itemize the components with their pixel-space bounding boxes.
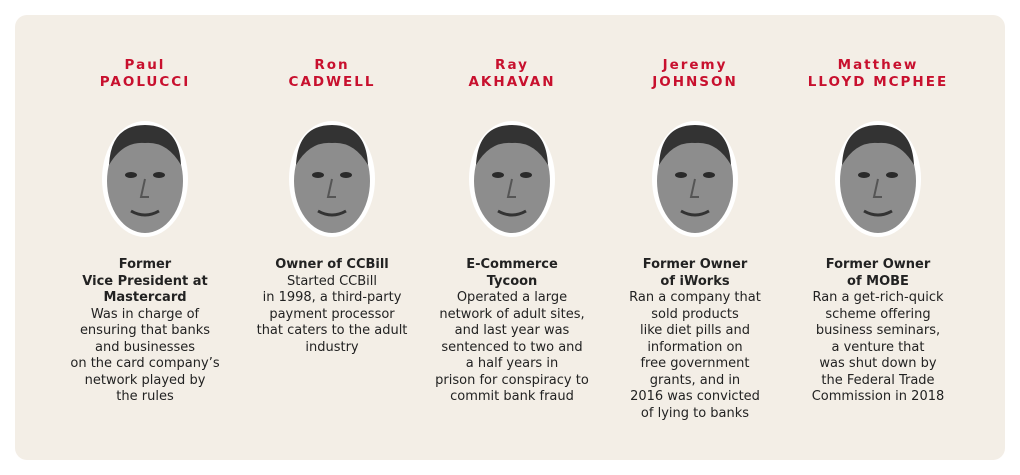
first-name: Jeremy xyxy=(662,57,728,73)
description-line: the Federal Trade xyxy=(821,372,935,388)
last-name: CADWELL xyxy=(288,74,376,90)
description: Operated a large network of adult sites, a… xyxy=(422,290,602,406)
description-line: Ran a company that xyxy=(629,290,761,305)
person-card: Jeremy JOHNSON Former Owner of iWorks Ran a … xyxy=(605,15,785,422)
role-title-line: of iWorks xyxy=(660,273,730,289)
description-line: was shut down by xyxy=(819,356,937,371)
role-title-line: Vice President at xyxy=(82,273,208,289)
role-title: Former Owner of iWorks xyxy=(605,257,785,290)
description: Was in charge of ensuring that banks and b… xyxy=(55,307,235,406)
description-line: industry xyxy=(305,339,359,355)
last-name: PAOLUCCI xyxy=(99,74,191,90)
portrait xyxy=(469,121,555,237)
description: Started CCBill in 1998, a third-party paym… xyxy=(242,274,422,357)
first-name: Ray xyxy=(495,57,529,73)
portrait xyxy=(652,121,738,237)
description-line: in 1998, a third-party xyxy=(262,290,402,305)
description: Ran a get-rich-quick scheme offering busin… xyxy=(788,290,968,406)
role-title-line: Former Owner xyxy=(825,257,931,272)
person-card: Paul PAOLUCCI Former Vice President at Maste… xyxy=(55,15,235,406)
description-line: prison for conspiracy to xyxy=(435,372,589,388)
description-line: sold products xyxy=(651,306,739,322)
description-line: Started CCBill xyxy=(286,273,378,289)
person-card: Matthew LLOYD MCPHEE Former Owner of MOBE Ra… xyxy=(788,15,968,406)
description-line: 2016 was convicted xyxy=(630,389,760,404)
description-line: Ran a get-rich-quick xyxy=(812,290,944,305)
role-title: E-Commerce Tycoon xyxy=(422,257,602,290)
description-line: information on xyxy=(647,339,743,355)
description-line: Operated a large xyxy=(456,290,568,305)
description-line: the rules xyxy=(116,389,174,404)
last-name: AKHAVAN xyxy=(468,74,556,90)
first-name: Ron xyxy=(314,57,350,73)
first-name: Matthew xyxy=(837,57,919,73)
role-title: Owner of CCBill xyxy=(242,257,422,274)
description-line: Was in charge of xyxy=(90,306,200,322)
description-line: grants, and in xyxy=(649,372,741,388)
description-line: of lying to banks xyxy=(640,405,750,421)
description-line: a venture that xyxy=(831,339,925,355)
description: Ran a company that sold products like diet… xyxy=(605,290,785,422)
description-line: scheme offering xyxy=(825,306,931,322)
portrait xyxy=(289,121,375,237)
description-line: on the card company’s xyxy=(70,356,220,371)
description-line: business seminars, xyxy=(815,323,941,338)
description-line: sentenced to two and xyxy=(441,339,583,355)
description-line: a half years in xyxy=(465,356,559,371)
description-line: network played by xyxy=(84,372,206,388)
description-line: that caters to the adult xyxy=(256,323,408,338)
description-line: commit bank fraud xyxy=(450,389,574,404)
person-card: Ron CADWELL Owner of CCBill Started CCBill i… xyxy=(242,15,422,356)
last-name: LLOYD MCPHEE xyxy=(807,74,949,90)
first-name: Paul xyxy=(124,57,166,73)
description-line: like diet pills and xyxy=(640,323,750,338)
role-title-line: E-Commerce xyxy=(466,257,558,272)
description-line: and businesses xyxy=(94,339,196,355)
role-title-line: Former xyxy=(118,257,172,272)
last-name: JOHNSON xyxy=(652,74,738,90)
description-line: network of adult sites, xyxy=(439,306,585,322)
portrait xyxy=(102,121,188,237)
portrait xyxy=(835,121,921,237)
role-title: Former Owner of MOBE xyxy=(788,257,968,290)
description-line: payment processor xyxy=(269,306,395,322)
person-card: Ray AKHAVAN E-Commerce Tycoon Operated a lar… xyxy=(422,15,602,406)
role-title-line: of MOBE xyxy=(847,273,909,289)
role-title-line: Former Owner xyxy=(642,257,748,272)
description-line: free government xyxy=(640,356,750,371)
description-line: and last year was xyxy=(454,323,570,338)
role-title-line: Tycoon xyxy=(486,273,538,289)
role-title-line: Mastercard xyxy=(103,290,187,305)
role-title-line: Owner of CCBill xyxy=(275,257,389,272)
description-line: Commission in 2018 xyxy=(811,389,945,404)
description-line: ensuring that banks xyxy=(79,323,211,338)
role-title: Former Vice President at Mastercard xyxy=(55,257,235,307)
panel: Paul PAOLUCCI Former Vice President at Maste… xyxy=(15,15,1005,460)
